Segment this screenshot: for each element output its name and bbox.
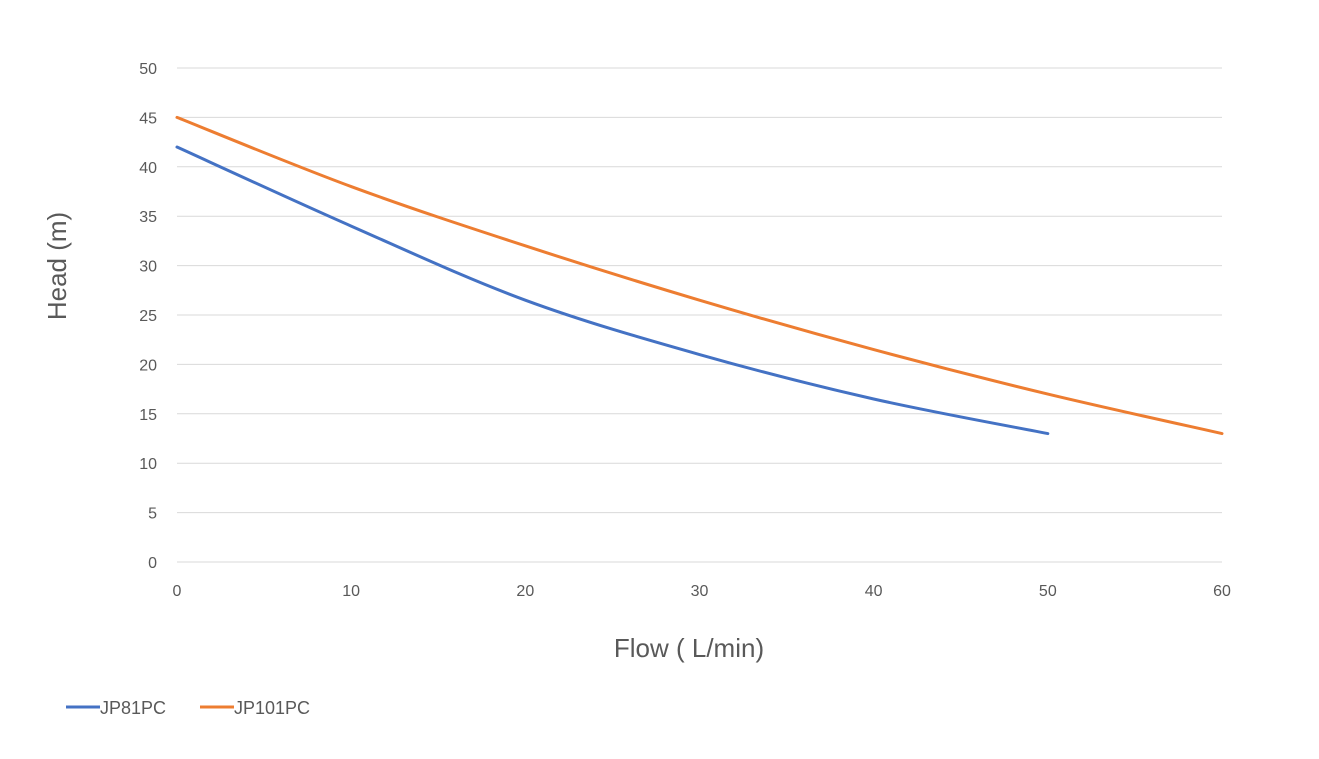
- x-tick-label: 40: [865, 583, 883, 600]
- gridlines: [177, 67, 1222, 563]
- y-tick-label: 35: [139, 209, 157, 226]
- legend: JP81PC JP101PC: [66, 698, 310, 718]
- y-tick-label: 20: [139, 357, 157, 374]
- series-line-jp101pc: [175, 115, 1224, 436]
- legend-label: JP81PC: [100, 698, 166, 718]
- legend-item-jp101pc: JP101PC: [200, 698, 310, 718]
- x-axis-title: Flow ( L/min): [614, 633, 764, 663]
- y-tick-label: 50: [139, 61, 157, 78]
- y-axis-title: Head (m): [42, 212, 72, 320]
- series-lines: [175, 115, 1224, 436]
- x-tick-label: 30: [691, 583, 709, 600]
- legend-label: JP101PC: [234, 698, 310, 718]
- x-tick-label: 60: [1213, 583, 1231, 600]
- y-tick-label: 40: [139, 160, 157, 177]
- x-axis-ticks: 0 10 20 30 40 50 60: [173, 583, 1231, 600]
- y-tick-label: 45: [139, 110, 157, 127]
- y-axis-ticks: 0 5 10 15 20 25 30 35 40 45 50: [139, 61, 157, 572]
- y-tick-label: 10: [139, 456, 157, 473]
- y-tick-label: 15: [139, 407, 157, 424]
- series-line-jp81pc: [175, 145, 1050, 436]
- x-tick-label: 0: [173, 583, 182, 600]
- y-tick-label: 25: [139, 308, 157, 325]
- legend-item-jp81pc: JP81PC: [66, 698, 166, 718]
- x-tick-label: 20: [516, 583, 534, 600]
- x-tick-label: 10: [342, 583, 360, 600]
- y-tick-label: 30: [139, 259, 157, 276]
- y-tick-label: 0: [148, 555, 157, 572]
- y-tick-label: 5: [148, 506, 157, 523]
- x-tick-label: 50: [1039, 583, 1057, 600]
